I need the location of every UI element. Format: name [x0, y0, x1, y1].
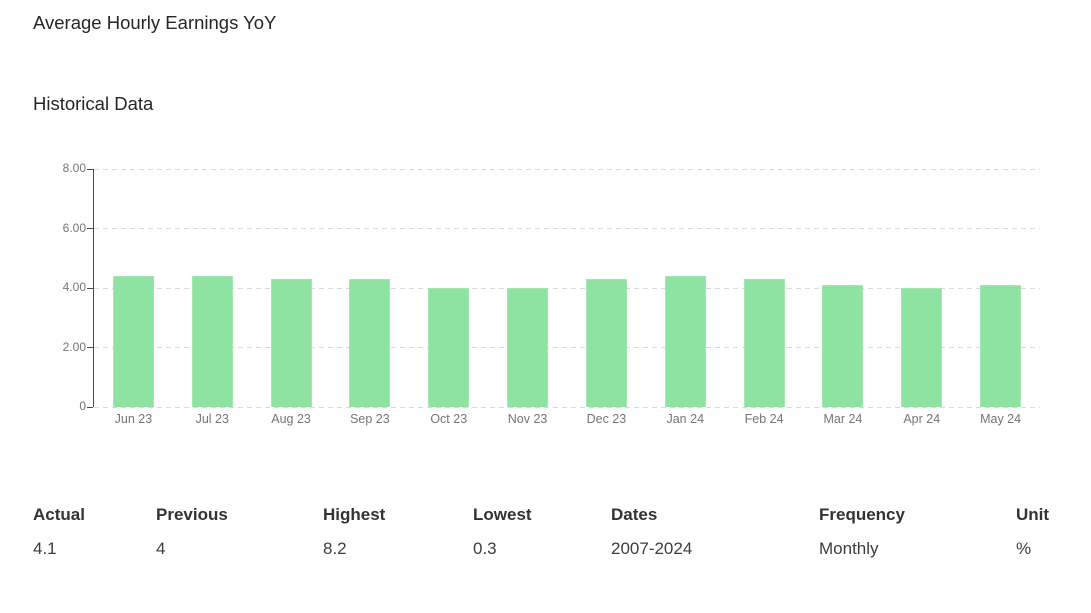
- historical-bar-chart: 0 2.00 4.00 6.00 8.00 Jun 23 Jul 23 Aug 23 Sep 2…: [62, 161, 1040, 426]
- y-axis-tick: [87, 287, 93, 289]
- summary-value-previous: 4: [156, 539, 166, 558]
- gridline-8.00: [94, 168, 1040, 170]
- summary-value-actual: 4.1: [33, 539, 57, 558]
- summary-col-previous: Previous 4: [156, 504, 228, 560]
- gridline-2.00: [94, 347, 1040, 348]
- bar-jan-24[interactable]: [664, 276, 706, 407]
- bar-jul-23[interactable]: [191, 276, 233, 407]
- y-axis-tick: [87, 228, 93, 229]
- section-title: Historical Data: [33, 93, 154, 114]
- bar-sep-23[interactable]: [349, 279, 391, 407]
- y-axis-label: 0: [79, 399, 86, 413]
- y-axis-label: 2.00: [62, 339, 86, 354]
- x-axis-label: Apr 24: [903, 412, 941, 426]
- bar-apr-24[interactable]: [901, 288, 943, 407]
- bar-jun-23[interactable]: [112, 276, 154, 407]
- summary-header-lowest: Lowest: [473, 505, 532, 524]
- x-axis-label: Nov 23: [507, 412, 548, 426]
- summary-col-dates: Dates 2007-2024: [611, 504, 692, 560]
- summary-header-unit: Unit: [1016, 505, 1050, 524]
- gridline-0: [94, 406, 1040, 408]
- bar-dec-23[interactable]: [585, 279, 627, 407]
- x-axis-label: Feb 24: [744, 412, 784, 426]
- x-axis-label: Dec 23: [586, 412, 627, 426]
- summary-value-unit: %: [1016, 539, 1032, 558]
- summary-col-lowest: Lowest 0.3: [473, 504, 532, 560]
- summary-value-highest: 8.2: [323, 539, 347, 558]
- bar-mar-24[interactable]: [822, 285, 864, 407]
- x-axis-label: Aug 23: [271, 412, 311, 426]
- y-axis-tick: [87, 406, 93, 408]
- bar-nov-23[interactable]: [507, 288, 549, 407]
- summary-header-highest: Highest: [323, 505, 386, 524]
- summary-header-previous: Previous: [156, 505, 228, 524]
- summary-value-frequency: Monthly: [819, 539, 879, 558]
- y-axis-label: 8.00: [62, 161, 86, 175]
- chart-plot-area: [94, 168, 1040, 408]
- y-axis-label: 6.00: [62, 220, 86, 235]
- summary-col-highest: Highest 8.2: [323, 504, 385, 560]
- x-axis-label: Sep 23: [350, 412, 390, 426]
- x-axis-label: Oct 23: [430, 412, 468, 426]
- summary-col-unit: Unit%: [1016, 504, 1049, 560]
- gridline-6.00: [94, 228, 1040, 229]
- summary-col-actual: Actual 4.1: [33, 504, 85, 560]
- x-axis-label: Mar 24: [823, 412, 863, 426]
- gridline-4.00: [94, 287, 1040, 289]
- x-axis-label: Jul 23: [195, 412, 229, 426]
- x-axis-label: Jan 24: [666, 412, 705, 426]
- bar-feb-24[interactable]: [743, 279, 785, 407]
- page-title: Average Hourly Earnings YoY: [33, 12, 277, 33]
- bar-oct-23[interactable]: [428, 288, 470, 407]
- bar-aug-23[interactable]: [270, 279, 312, 407]
- summary-value-dates: 2007-2024: [611, 539, 693, 558]
- y-axis-tick: [87, 347, 93, 348]
- summary-col-frequency: Frequency Monthly: [819, 504, 905, 560]
- x-axis-label: May 24: [980, 412, 1022, 426]
- summary-table: Actual 4.1 Previous 4 Highest 8.2 Lowest 0.3 Dat…: [0, 504, 1091, 584]
- x-axis-label: Jun 23: [114, 412, 153, 426]
- summary-header-dates: Dates: [611, 505, 658, 524]
- y-axis-tick: [87, 168, 93, 170]
- y-axis-label: 4.00: [62, 280, 86, 294]
- y-axis-line: [93, 169, 94, 407]
- bar-may-24[interactable]: [980, 285, 1022, 407]
- summary-header-actual: Actual: [33, 505, 85, 524]
- summary-value-lowest: 0.3: [473, 539, 497, 558]
- summary-header-frequency: Frequency: [819, 505, 905, 524]
